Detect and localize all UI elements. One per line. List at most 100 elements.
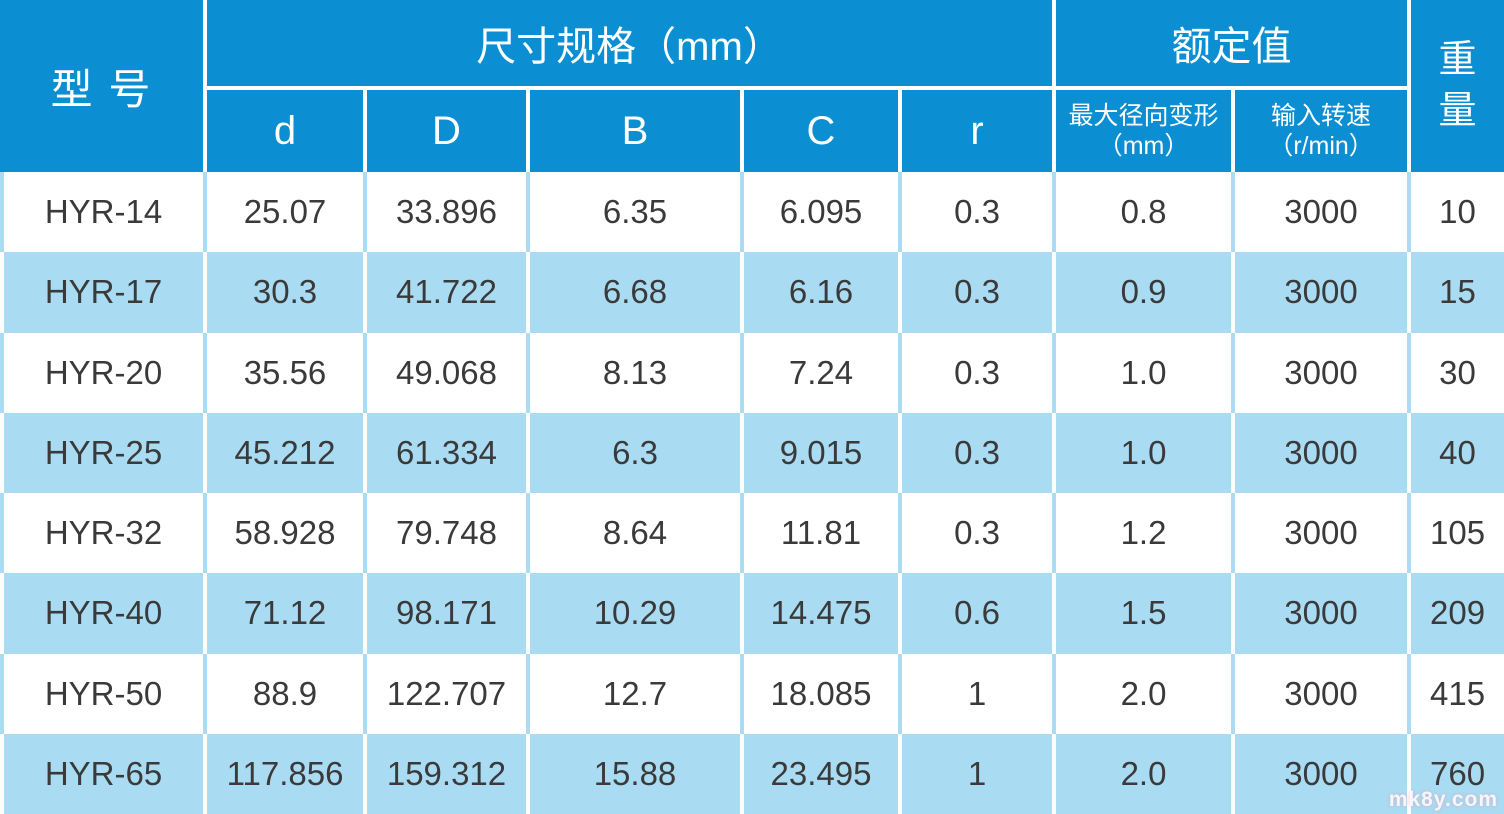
cell-D: 98.171 [367,573,530,654]
cell-r: 0.3 [902,252,1057,333]
cell-max-radial-deformation: 0.9 [1056,252,1236,333]
cell-model: HYR-40 [0,573,207,654]
cell-input-speed: 3000 [1235,733,1412,814]
cell-weight: 760 [1411,733,1504,814]
cell-D: 41.722 [367,252,530,333]
cell-D: 49.068 [367,332,530,413]
cell-d: 25.07 [207,172,367,253]
cell-C: 18.085 [744,653,902,734]
cell-B: 15.88 [530,733,744,814]
cell-C: 23.495 [744,733,902,814]
header-col-r: r [902,90,1057,172]
cell-weight: 40 [1411,412,1504,493]
header-weight-label: 重量 [1438,38,1477,132]
header-col-C: C [744,90,902,172]
header-col-d: d [207,90,367,172]
header-rated-group: 额定值 [1056,0,1412,90]
table-row: HYR-14 25.07 33.896 6.35 6.095 0.3 0.8 3… [0,172,1504,253]
table-header: 型 号 尺寸规格（mm） 额定值 重量 d D B C r 最大径向变形 （mm… [0,0,1504,172]
cell-B: 8.13 [530,332,744,413]
cell-model: HYR-65 [0,733,207,814]
table-row: HYR-50 88.9 122.707 12.7 18.085 1 2.0 30… [0,653,1504,734]
cell-input-speed: 3000 [1235,493,1412,574]
table-row: HYR-20 35.56 49.068 8.13 7.24 0.3 1.0 30… [0,332,1504,413]
cell-max-radial-deformation: 0.8 [1056,172,1236,253]
header-max-radial-line1: 最大径向变形 [1068,102,1219,130]
cell-D: 33.896 [367,172,530,253]
cell-D: 122.707 [367,653,530,734]
cell-max-radial-deformation: 1.0 [1056,332,1236,413]
cell-input-speed: 3000 [1235,252,1412,333]
cell-D: 61.334 [367,412,530,493]
cell-C: 9.015 [744,412,902,493]
cell-B: 6.68 [530,252,744,333]
cell-max-radial-deformation: 1.5 [1056,573,1236,654]
cell-d: 71.12 [207,573,367,654]
cell-d: 30.3 [207,252,367,333]
header-model: 型 号 [0,0,207,172]
cell-r: 0.3 [902,332,1057,413]
cell-model: HYR-17 [0,252,207,333]
cell-B: 12.7 [530,653,744,734]
cell-model: HYR-32 [0,493,207,574]
cell-C: 14.475 [744,573,902,654]
cell-C: 6.095 [744,172,902,253]
cell-weight: 30 [1411,332,1504,413]
cell-model: HYR-25 [0,412,207,493]
header-dimensions-group: 尺寸规格（mm） [207,0,1057,90]
cell-max-radial-deformation: 2.0 [1056,653,1236,734]
header-weight: 重量 [1411,0,1504,172]
cell-r: 0.3 [902,172,1057,253]
cell-d: 58.928 [207,493,367,574]
cell-r: 0.3 [902,493,1057,574]
cell-d: 88.9 [207,653,367,734]
header-col-B: B [530,90,744,172]
cell-r: 0.6 [902,573,1057,654]
table-row: HYR-32 58.928 79.748 8.64 11.81 0.3 1.2 … [0,493,1504,574]
cell-C: 7.24 [744,332,902,413]
cell-D: 79.748 [367,493,530,574]
cell-model: HYR-50 [0,653,207,734]
cell-weight: 209 [1411,573,1504,654]
cell-input-speed: 3000 [1235,412,1412,493]
cell-input-speed: 3000 [1235,332,1412,413]
table-row: HYR-25 45.212 61.334 6.3 9.015 0.3 1.0 3… [0,412,1504,493]
cell-B: 6.35 [530,172,744,253]
header-col-D: D [367,90,530,172]
cell-weight: 415 [1411,653,1504,734]
cell-d: 117.856 [207,733,367,814]
cell-max-radial-deformation: 1.2 [1056,493,1236,574]
cell-model: HYR-14 [0,172,207,253]
cell-C: 6.16 [744,252,902,333]
cell-C: 11.81 [744,493,902,574]
cell-d: 45.212 [207,412,367,493]
cell-D: 159.312 [367,733,530,814]
cell-weight: 105 [1411,493,1504,574]
cell-model: HYR-20 [0,332,207,413]
cell-max-radial-deformation: 1.0 [1056,412,1236,493]
cell-max-radial-deformation: 2.0 [1056,733,1236,814]
table-row: HYR-65 117.856 159.312 15.88 23.495 1 2.… [0,733,1504,814]
table-row: HYR-17 30.3 41.722 6.68 6.16 0.3 0.9 300… [0,252,1504,333]
cell-d: 35.56 [207,332,367,413]
header-max-radial-line2: （mm） [1097,132,1190,160]
cell-weight: 15 [1411,252,1504,333]
cell-r: 0.3 [902,412,1057,493]
cell-r: 1 [902,653,1057,734]
header-col-input-speed: 输入转速 （r/min） [1235,90,1412,172]
header-input-speed-line1: 输入转速 [1271,102,1372,130]
cell-r: 1 [902,733,1057,814]
cell-input-speed: 3000 [1235,172,1412,253]
cell-B: 10.29 [530,573,744,654]
header-col-max-radial-deformation: 最大径向变形 （mm） [1056,90,1236,172]
cell-weight: 10 [1411,172,1504,253]
cell-input-speed: 3000 [1235,653,1412,734]
cell-B: 8.64 [530,493,744,574]
cell-B: 6.3 [530,412,744,493]
table-body: HYR-14 25.07 33.896 6.35 6.095 0.3 0.8 3… [0,172,1504,814]
header-input-speed-line2: （r/min） [1268,132,1374,160]
cell-input-speed: 3000 [1235,573,1412,654]
table-row: HYR-40 71.12 98.171 10.29 14.475 0.6 1.5… [0,573,1504,654]
